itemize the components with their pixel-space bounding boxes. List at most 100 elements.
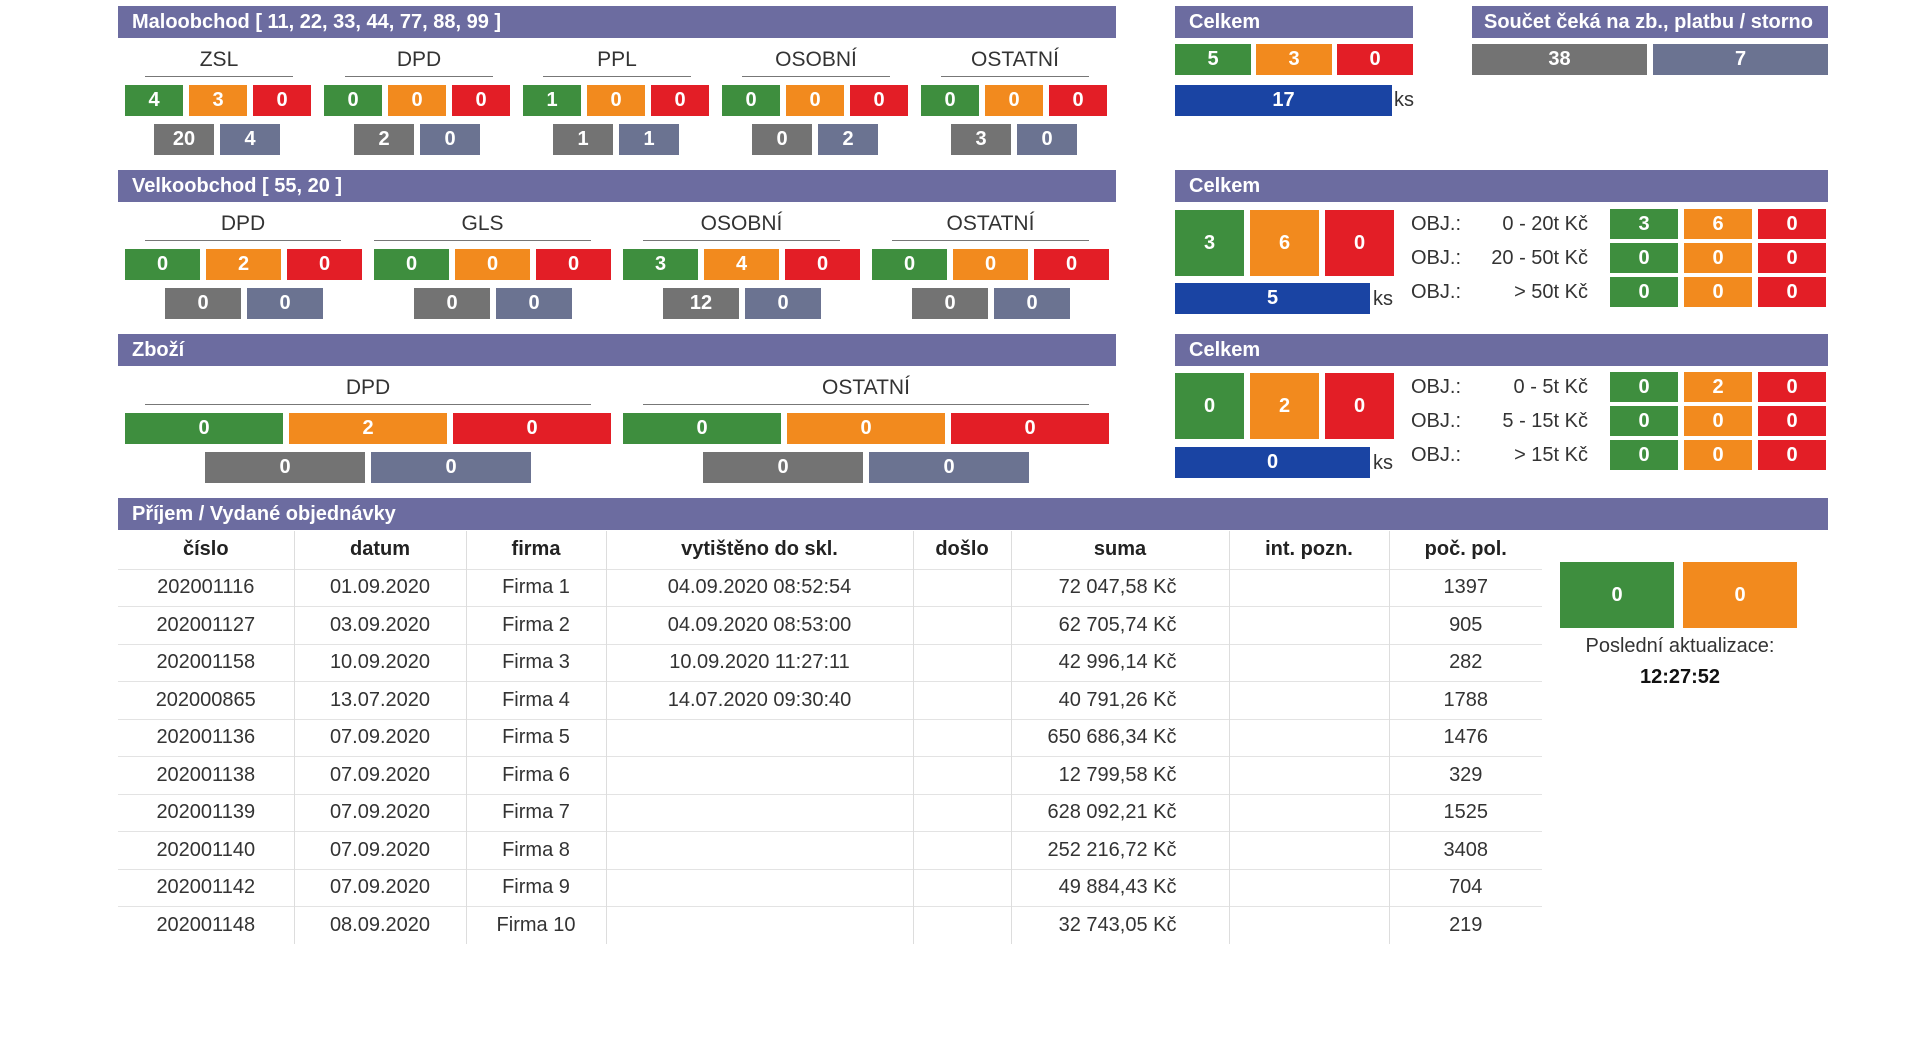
retail-group-gray: 20 (154, 124, 214, 155)
table-cell: 40 791,26 Kč (1010, 681, 1229, 719)
table-row: 202001116 01.09.2020 Firma 1 04.09.2020 08:… (118, 568, 1542, 607)
wholesale-group-orange: 0 (953, 249, 1028, 280)
goods-group-slate: 0 (371, 452, 531, 483)
retail-group-red: 0 (1049, 85, 1107, 116)
table-cell: Firma 6 (465, 756, 606, 794)
table-cell: 03.09.2020 (293, 606, 466, 644)
total3-green: 0 (1175, 373, 1244, 439)
table-cell (1228, 756, 1389, 794)
total1-green: 5 (1175, 44, 1251, 75)
retail-group-orange: 0 (587, 85, 645, 116)
goods-group-label: DPD (145, 373, 591, 405)
table-cell (1228, 831, 1389, 869)
total2-row-range: 20 - 50t Kč (1491, 247, 1588, 269)
pending-header: Součet čeká na zb., platbu / storno (1472, 6, 1828, 38)
total1-unit: ks (1394, 89, 1414, 111)
table-cell: 10.09.2020 (293, 643, 466, 682)
retail-group-slate: 0 (420, 124, 480, 155)
retail-group-label: ZSL (145, 45, 293, 77)
wholesale-group-green: 0 (125, 249, 200, 280)
table-cell (912, 868, 1011, 907)
table-cell (605, 718, 913, 757)
goods-group-orange: 2 (289, 413, 447, 444)
total3-row-green: 0 (1610, 372, 1678, 402)
total3-row-orange: 0 (1684, 440, 1752, 470)
table-cell (605, 756, 913, 794)
table-cell: Firma 10 (465, 906, 606, 944)
table-cell (912, 681, 1011, 719)
total2-row-green: 3 (1610, 209, 1678, 239)
table-cell: 1397 (1388, 568, 1542, 607)
total1-red: 0 (1337, 44, 1413, 75)
table-cell: 219 (1388, 906, 1542, 944)
wholesale-header: Velkoobchod [ 55, 20 ] (118, 170, 1116, 202)
total2-row-orange: 0 (1684, 277, 1752, 307)
retail-group-gray: 1 (553, 124, 613, 155)
wholesale-group-gray: 12 (663, 288, 739, 319)
table-row: 202001138 07.09.2020 Firma 6 12 799,58 Kč 32… (118, 756, 1542, 794)
total2-row-prefix: OBJ.: (1411, 281, 1462, 303)
wholesale-group-orange: 2 (206, 249, 281, 280)
goods-group-gray: 0 (703, 452, 863, 483)
table-cell: 01.09.2020 (293, 568, 466, 607)
retail-group-slate: 2 (818, 124, 878, 155)
table-cell: 07.09.2020 (293, 868, 466, 907)
retail-group-label: PPL (543, 45, 691, 77)
table-cell: 72 047,58 Kč (1010, 568, 1229, 607)
wholesale-group-green: 0 (872, 249, 947, 280)
table-cell: 329 (1388, 756, 1542, 794)
pending-gray: 38 (1472, 44, 1647, 75)
table-cell (1228, 718, 1389, 757)
pending-slate: 7 (1653, 44, 1828, 75)
wholesale-group-label: OSOBNÍ (643, 209, 840, 241)
table-cell: 202001158 (118, 643, 294, 682)
table-cell: 905 (1388, 606, 1542, 644)
table-cell: 704 (1388, 868, 1542, 907)
retail-group-label: OSTATNÍ (941, 45, 1089, 77)
total3-row-red: 0 (1758, 440, 1826, 470)
total2-row-orange: 6 (1684, 209, 1752, 239)
wholesale-group-green: 0 (374, 249, 449, 280)
goods-group-gray: 0 (205, 452, 365, 483)
table-row: 202001148 08.09.2020 Firma 10 32 743,05 Kč 2… (118, 906, 1542, 944)
table-cell: 12 799,58 Kč (1010, 756, 1229, 794)
table-cell: 62 705,74 Kč (1010, 606, 1229, 644)
total2-orange: 6 (1250, 210, 1319, 276)
table-cell: Firma 4 (465, 681, 606, 719)
table-cell (912, 718, 1011, 757)
wholesale-group-gray: 0 (165, 288, 241, 319)
table-cell: Firma 7 (465, 793, 606, 832)
table-row: 202001142 07.09.2020 Firma 9 49 884,43 Kč 70… (118, 868, 1542, 907)
table-cell (1228, 868, 1389, 907)
goods-group-red: 0 (951, 413, 1109, 444)
retail-group-red: 0 (651, 85, 709, 116)
retail-group-slate: 1 (619, 124, 679, 155)
wholesale-group-red: 0 (1034, 249, 1109, 280)
table-cell (1228, 906, 1389, 944)
orders-body: 202001116 01.09.2020 Firma 1 04.09.2020 08:… (118, 568, 1542, 944)
goods-group-slate: 0 (869, 452, 1029, 483)
table-cell: Firma 9 (465, 868, 606, 907)
table-cell: 202001136 (118, 718, 294, 757)
goods-header: Zboží (118, 334, 1116, 366)
retail-group-label: OSOBNÍ (742, 45, 890, 77)
table-cell: 10.09.2020 11:27:11 (605, 643, 913, 682)
table-cell: Firma 1 (465, 568, 606, 607)
table-cell: 14.07.2020 09:30:40 (605, 681, 913, 719)
total2-red: 0 (1325, 210, 1394, 276)
wholesale-group-orange: 4 (704, 249, 779, 280)
wholesale-group-slate: 0 (994, 288, 1070, 319)
retail-group-red: 0 (452, 85, 510, 116)
total3-row-prefix: OBJ.: (1411, 444, 1462, 466)
table-cell: 202001127 (118, 606, 294, 644)
last-update-time: 12:27:52 (1639, 666, 1721, 688)
goods-group-red: 0 (453, 413, 611, 444)
total1-header: Celkem (1175, 6, 1413, 38)
table-cell (1228, 793, 1389, 832)
total3-row-prefix: OBJ.: (1411, 410, 1462, 432)
table-cell (1228, 606, 1389, 644)
goods-group-orange: 0 (787, 413, 945, 444)
orders-header: Příjem / Vydané objednávky (118, 498, 1828, 530)
total3-orange: 2 (1250, 373, 1319, 439)
wholesale-group-red: 0 (785, 249, 860, 280)
